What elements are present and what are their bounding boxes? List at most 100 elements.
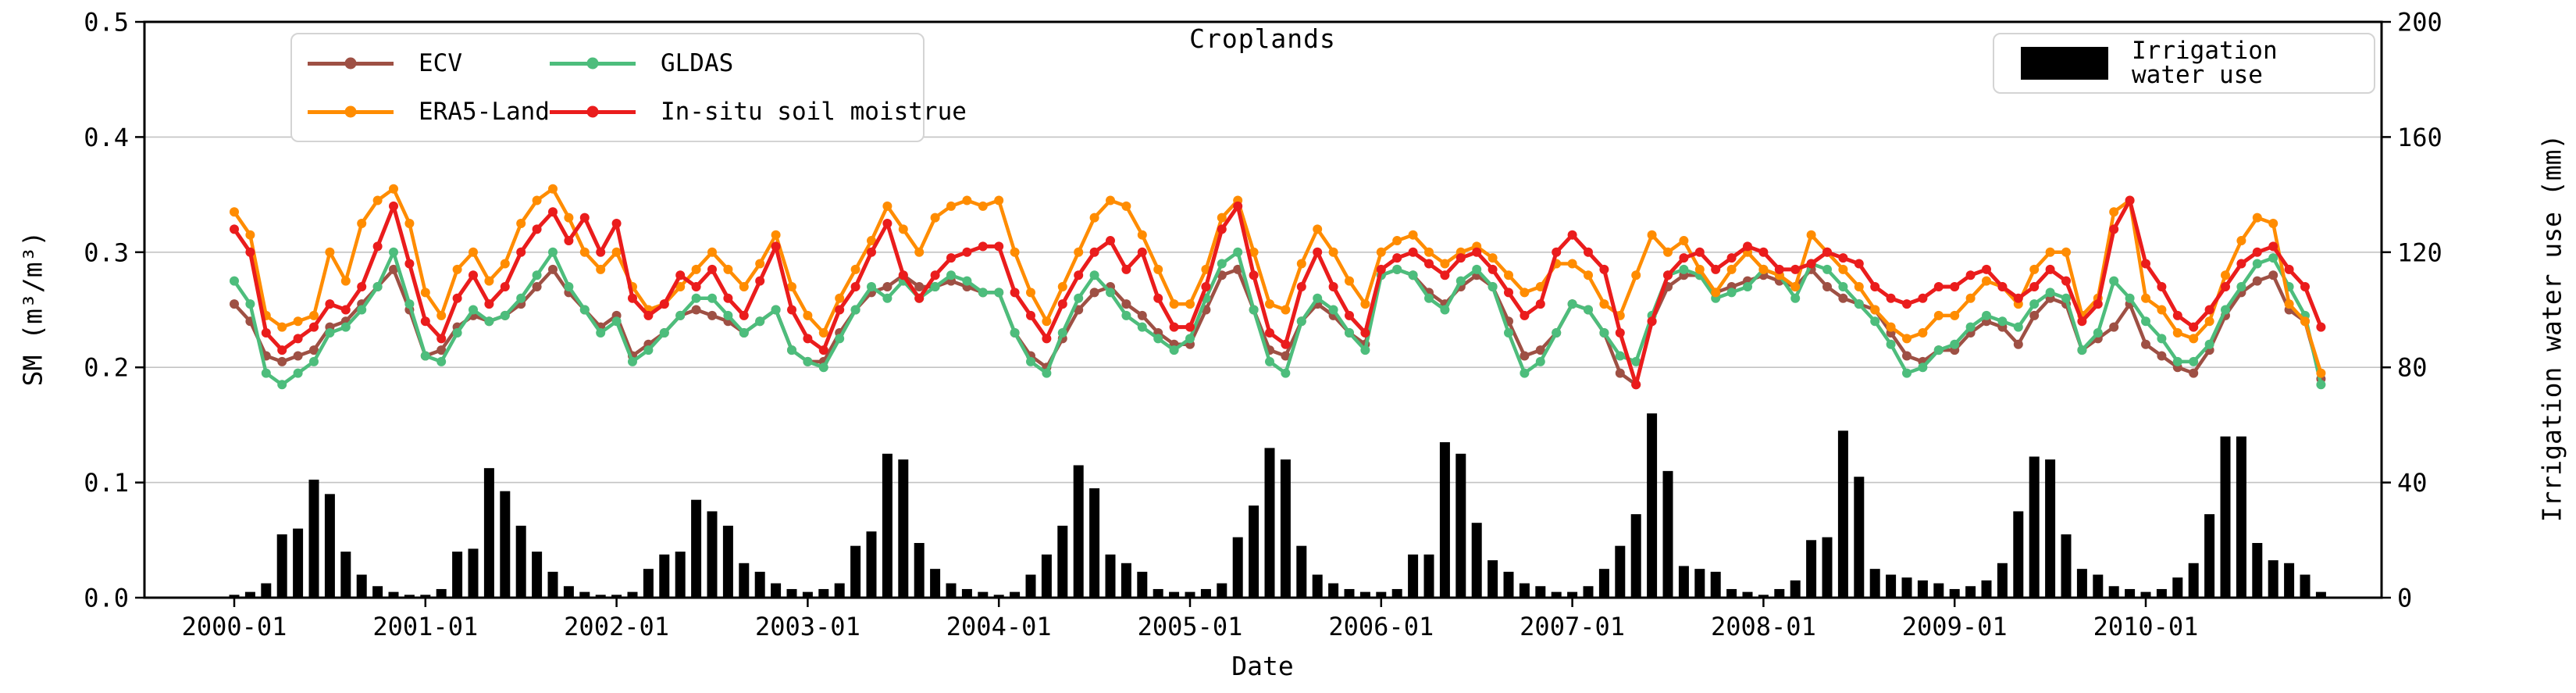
legend-label-ecv: ECV: [419, 48, 462, 77]
x-tick-label: 2006-01: [1328, 612, 1434, 641]
irrigation-bar: [293, 528, 304, 598]
irrigation-bar: [2061, 534, 2072, 598]
y-right-tick-label: 160: [2397, 123, 2442, 152]
irrigation-bar: [1981, 580, 1992, 598]
y-left-tick-label: 0.0: [84, 584, 129, 613]
irrigation-bar: [388, 591, 399, 598]
irrigation-bar: [771, 583, 782, 598]
irrigation-bar: [818, 588, 829, 598]
irrigation-bars: [229, 413, 2326, 598]
irrigation-bar: [1041, 554, 1052, 598]
irrigation-bar: [978, 591, 989, 598]
irrigation-bar: [1726, 588, 1737, 598]
gldas-line-swatch-icon: [549, 57, 636, 70]
irrigation-bar: [643, 569, 654, 598]
irrigation-bar: [1249, 505, 1259, 598]
irrigation-bar: [786, 588, 797, 598]
irrigation-bar: [2029, 456, 2040, 598]
irrigation-bar: [898, 459, 909, 598]
irrigation-bar: [1137, 571, 1148, 598]
irrigation-bar: [930, 569, 941, 598]
irrigation-bar: [1615, 545, 1626, 598]
legend-label-in-situ: In-situ soil moistrue: [660, 97, 967, 126]
irrigation-bar: [1089, 488, 1100, 598]
irrigation-bar: [1185, 591, 1195, 598]
irrigation-bar: [1901, 577, 1912, 598]
irrigation-bar: [659, 554, 670, 598]
irrigation-bar: [1630, 514, 1641, 598]
irrigation-bar: [563, 586, 574, 598]
irrigation-bar: [436, 588, 447, 598]
irrigation-bar: [739, 563, 750, 598]
x-tick-label: 2005-01: [1138, 612, 1243, 641]
irrigation-bar: [802, 591, 813, 598]
irrigation-bar: [1025, 574, 1036, 598]
irrigation-bar: [1280, 459, 1291, 598]
irrigation-bar: [532, 552, 543, 598]
irrigation-bar: [2220, 436, 2231, 598]
irrigation-bar: [340, 552, 351, 598]
irrigation-bar: [579, 591, 590, 598]
irrigation-bar: [1519, 583, 1530, 598]
irrigation-bar: [2108, 586, 2119, 598]
irrigation-bar: [1647, 413, 1658, 598]
irrigation-bar: [2125, 588, 2136, 598]
irrigation-bar: [1933, 583, 1944, 598]
irrigation-bar: [1790, 580, 1801, 598]
era5-land-line-swatch-icon: [308, 105, 394, 118]
irrigation-bar: [675, 552, 686, 598]
y-axis-right-title: Irrigation water use (mm): [2536, 134, 2567, 523]
irrigation-bar: [1312, 574, 1323, 598]
irrigation-bar: [611, 595, 622, 598]
legend-item-gldas: GLDAS: [549, 51, 967, 76]
irrigation-bar: [404, 595, 415, 598]
legend-item-era5-land: ERA5-Land: [308, 99, 550, 124]
irrigation-bar: [1598, 569, 1609, 598]
irrigation-bar: [2204, 514, 2215, 598]
chart-title: Croplands: [1189, 23, 1336, 54]
irrigation-bar: [1742, 591, 1753, 598]
irrigation-bar: [2236, 436, 2246, 598]
irrigation-bar: [1774, 588, 1785, 598]
y-right-tick-label: 80: [2397, 353, 2428, 383]
irrigation-bar: [1567, 591, 1578, 598]
irrigation-bar: [1010, 591, 1021, 598]
irrigation-bar: [961, 588, 972, 598]
irrigation-bar: [1328, 583, 1339, 598]
irrigation-bar: [2268, 560, 2278, 598]
irrigation-bar: [2156, 588, 2167, 598]
irrigation-bar: [993, 595, 1004, 598]
irrigation-bar: [2252, 542, 2263, 598]
irrigation-bar: [914, 542, 925, 598]
irrigation-bar: [1837, 430, 1848, 598]
irrigation-bar: [754, 571, 765, 598]
irrigation-bar: [2093, 574, 2104, 598]
irrigation-bar: [1057, 525, 1068, 598]
irrigation-bar: [547, 571, 558, 598]
irrigation-bar: [2172, 577, 2183, 598]
irrigation-bar: [1710, 571, 1721, 598]
series-gldas: [230, 247, 2326, 390]
irrigation-bar: [1869, 569, 1880, 598]
irrigation-bar: [1535, 586, 1546, 598]
irrigation-bar: [1583, 586, 1594, 598]
irrigation-bar: [1264, 448, 1275, 598]
irrigation-bar: [420, 595, 431, 598]
irrigation-bar: [1503, 571, 1514, 598]
irrigation-bar: [1917, 580, 1928, 598]
irrigation-bar: [276, 534, 287, 598]
irrigation-bar: [1488, 560, 1498, 598]
x-tick-label: 2007-01: [1520, 612, 1625, 641]
irrigation-bar: [1997, 563, 2008, 598]
x-tick-label: 2002-01: [564, 612, 669, 641]
irrigation-bar: [850, 545, 861, 598]
bar-legend: Irrigation water use: [1993, 33, 2375, 94]
irrigation-bar: [1200, 588, 1211, 598]
irrigation-bar: [1344, 588, 1355, 598]
irrigation-bar: [1153, 588, 1163, 598]
irrigation-bar: [261, 583, 272, 598]
irrigation-bar: [707, 511, 718, 598]
irrigation-bar: [308, 479, 319, 598]
y-right-tick-label: 40: [2397, 468, 2428, 498]
